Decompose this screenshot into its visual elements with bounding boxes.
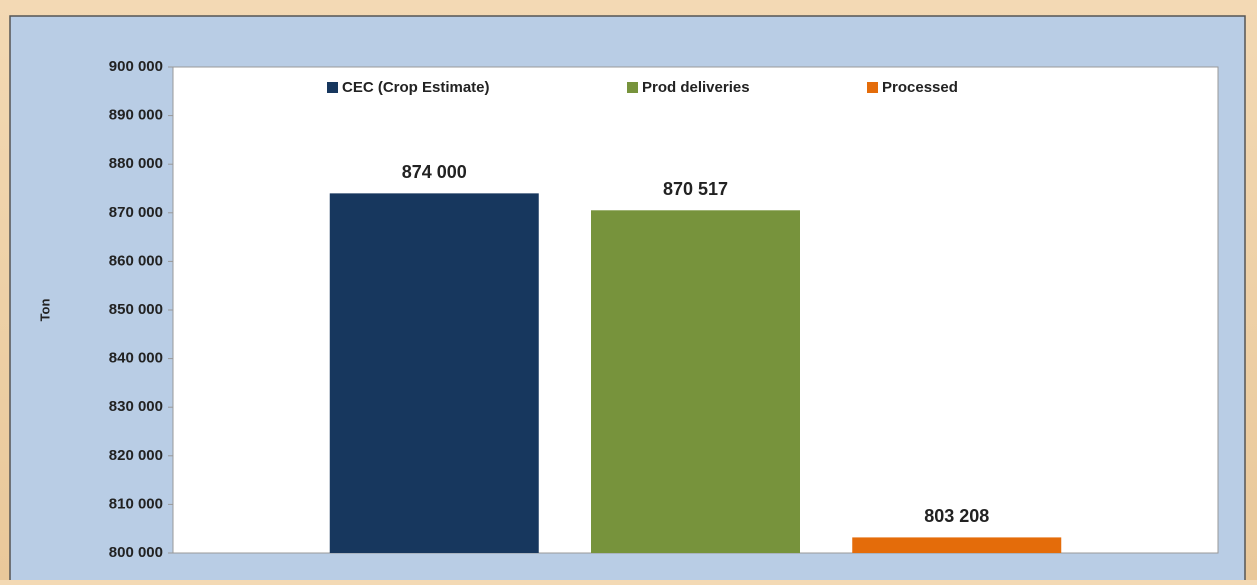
legend-label: Processed [882,79,958,96]
y-tick-label: 810 000 [109,495,163,512]
y-tick-label: 840 000 [109,350,163,367]
y-tick-label: 880 000 [109,155,163,172]
legend-label: CEC (Crop Estimate) [342,79,490,96]
y-tick-label: 900 000 [109,58,163,75]
legend-swatch [867,82,878,93]
y-tick-label: 870 000 [109,204,163,221]
legend-label: Prod deliveries [642,79,750,96]
data-label: 870 517 [663,179,728,199]
data-label: 803 208 [924,506,989,526]
y-axis-label: Ton [37,299,52,322]
y-tick-label: 850 000 [109,301,163,318]
data-label: 874 000 [402,162,467,182]
bar [329,193,539,554]
y-tick-label: 800 000 [109,544,163,561]
y-tick-label: 820 000 [109,447,163,464]
y-tick-label: 860 000 [109,252,163,269]
bar [591,210,800,553]
y-tick-label: 890 000 [109,107,163,124]
legend-swatch [327,82,338,93]
legend-swatch [627,82,638,93]
y-tick-label: 830 000 [109,398,163,415]
bar [852,537,1062,553]
